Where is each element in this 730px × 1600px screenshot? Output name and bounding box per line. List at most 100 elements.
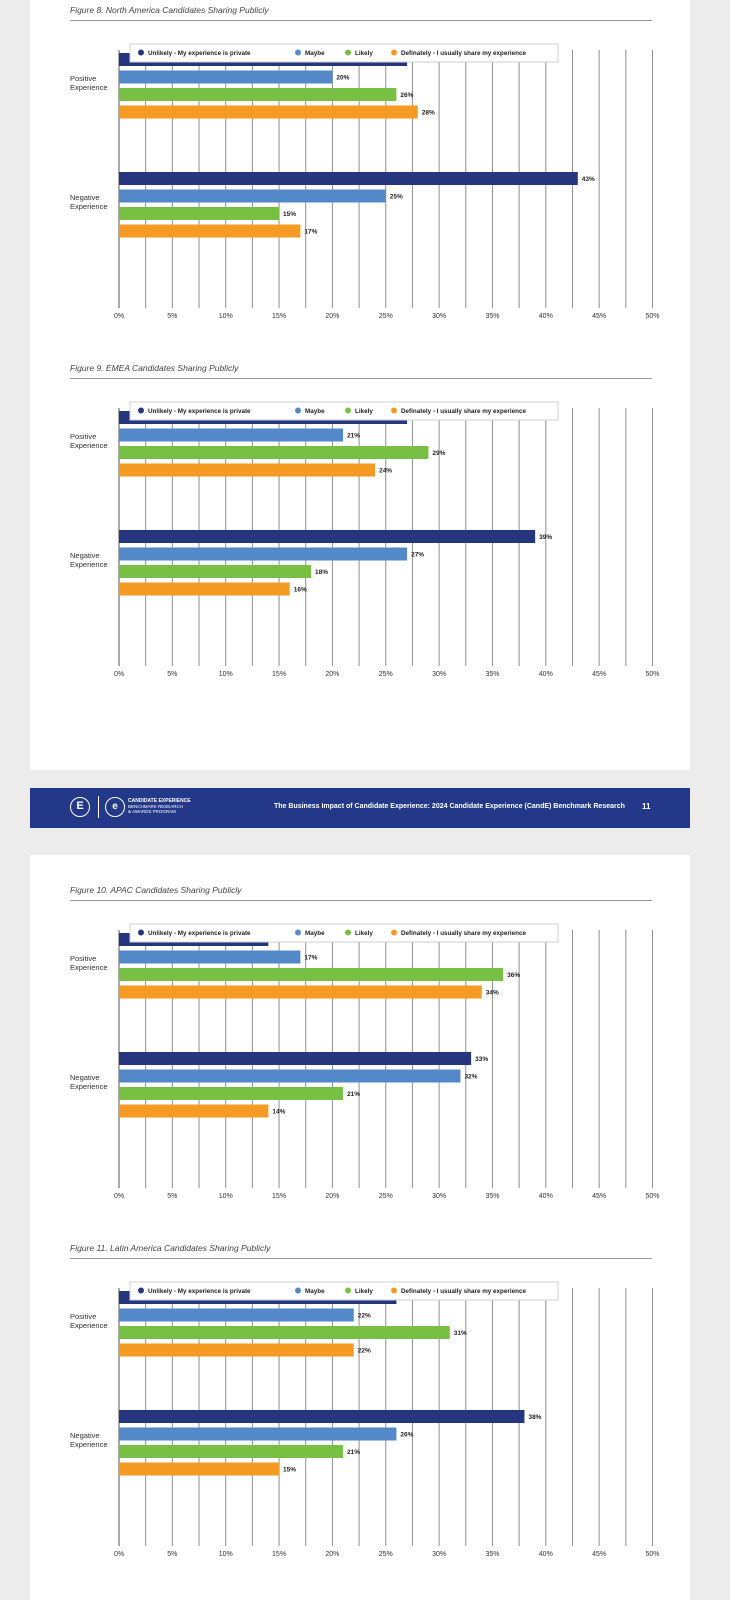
footer-brand: CANDIDATE EXPERIENCE BENCHMARK RESEARCH … bbox=[128, 798, 191, 815]
legend-marker bbox=[138, 407, 144, 414]
bar-negative-0 bbox=[119, 172, 578, 185]
x-tick-label: 15% bbox=[272, 1193, 286, 1200]
bar-positive-3 bbox=[119, 463, 376, 477]
x-tick-label: 25% bbox=[379, 313, 393, 320]
bar-value-label: 20% bbox=[336, 75, 349, 82]
legend-marker bbox=[391, 1287, 397, 1294]
bar-positive-1 bbox=[119, 428, 344, 442]
bar-value-label: 22% bbox=[358, 1348, 371, 1355]
x-tick-label: 25% bbox=[379, 671, 393, 678]
bar-value-label: 21% bbox=[347, 433, 360, 440]
legend-marker bbox=[295, 929, 301, 936]
legend-marker bbox=[345, 929, 351, 936]
bar-positive-2 bbox=[119, 446, 429, 459]
x-tick-label: 0% bbox=[114, 1551, 124, 1558]
bar-negative-2 bbox=[119, 1087, 344, 1100]
x-tick-label: 0% bbox=[114, 1193, 124, 1200]
legend-entry: Likely bbox=[355, 408, 373, 415]
x-tick-label: 45% bbox=[592, 671, 606, 678]
brand-line-1: CANDIDATE EXPERIENCE bbox=[128, 798, 191, 804]
bar-positive-2 bbox=[119, 1326, 450, 1339]
bar-value-label: 26% bbox=[400, 92, 413, 99]
bar-value-label: 29% bbox=[432, 450, 445, 457]
bar-negative-2 bbox=[119, 207, 280, 220]
legend-entry: Maybe bbox=[305, 930, 325, 937]
x-tick-label: 0% bbox=[114, 313, 124, 320]
legend-box bbox=[129, 401, 559, 421]
x-tick-label: 35% bbox=[485, 1193, 499, 1200]
legend-entry: Unlikely - My experience is private bbox=[148, 930, 251, 937]
x-tick-label: 45% bbox=[592, 1551, 606, 1558]
figure-10-chart: 0% 5% 10% 15% 20% 25% 30% 35% 40% 45% 50% 14% 17% 36%… bbox=[70, 923, 660, 1200]
legend-marker bbox=[391, 49, 397, 56]
bar-value-label: 21% bbox=[347, 1091, 360, 1098]
category-label-line1: Negative bbox=[70, 1431, 100, 1440]
x-tick-label: 50% bbox=[645, 671, 659, 678]
legend-marker bbox=[345, 407, 351, 414]
legend-entry: Definately - I usually share my experien… bbox=[401, 1288, 526, 1295]
x-tick-label: 5% bbox=[167, 313, 177, 320]
x-tick-label: 35% bbox=[485, 671, 499, 678]
figure-8-title: Figure 8. North America Candidates Shari… bbox=[70, 5, 269, 15]
figure-8-rule bbox=[70, 20, 652, 21]
legend-entry: Maybe bbox=[305, 1288, 325, 1295]
bar-value-label: 36% bbox=[507, 972, 520, 979]
legend-box bbox=[129, 43, 559, 63]
bar-value-label: 18% bbox=[315, 569, 328, 576]
category-label-line1: Positive bbox=[70, 1312, 96, 1321]
category-label-line1: Positive bbox=[70, 74, 96, 83]
legend-marker bbox=[391, 407, 397, 414]
footer-divider bbox=[98, 796, 99, 818]
x-tick-label: 25% bbox=[379, 1193, 393, 1200]
x-tick-label: 20% bbox=[325, 313, 339, 320]
category-label-line2: Experience bbox=[70, 963, 108, 972]
brand-line-3: & AWARDS PROGRAM bbox=[128, 809, 176, 814]
bar-negative-1 bbox=[119, 1069, 461, 1083]
x-tick-label: 50% bbox=[645, 1193, 659, 1200]
x-tick-label: 15% bbox=[272, 1551, 286, 1558]
bar-value-label: 25% bbox=[390, 194, 403, 201]
x-tick-label: 35% bbox=[485, 313, 499, 320]
x-tick-label: 10% bbox=[219, 313, 233, 320]
bar-value-label: 34% bbox=[486, 990, 499, 997]
x-tick-label: 20% bbox=[325, 1193, 339, 1200]
category-label-line1: Negative bbox=[70, 1073, 100, 1082]
bar-value-label: 14% bbox=[272, 1109, 285, 1116]
legend-entry: Likely bbox=[355, 50, 373, 57]
legend-entry: Unlikely - My experience is private bbox=[148, 1288, 251, 1295]
bar-negative-0 bbox=[119, 1052, 472, 1065]
bar-value-label: 26% bbox=[400, 1432, 413, 1439]
figure-10-title: Figure 10. APAC Candidates Sharing Publi… bbox=[70, 885, 242, 895]
legend-entry: Likely bbox=[355, 930, 373, 937]
x-tick-label: 50% bbox=[645, 313, 659, 320]
legend-marker bbox=[391, 929, 397, 936]
footer-band: E e CANDIDATE EXPERIENCE BENCHMARK RESEA… bbox=[30, 788, 690, 828]
figure-10-rule bbox=[70, 900, 652, 901]
category-label-line2: Experience bbox=[70, 202, 108, 211]
legend-marker bbox=[138, 49, 144, 56]
bar-value-label: 32% bbox=[464, 1074, 477, 1081]
bar-negative-3 bbox=[119, 1462, 280, 1476]
figure-9-rule bbox=[70, 378, 652, 379]
chart-legend: Unlikely - My experience is private Maybe… bbox=[129, 43, 559, 63]
bar-value-label: 28% bbox=[422, 110, 435, 117]
bar-value-label: 31% bbox=[454, 1330, 467, 1337]
x-tick-label: 30% bbox=[432, 313, 446, 320]
category-label-line1: Positive bbox=[70, 432, 96, 441]
x-tick-label: 10% bbox=[219, 671, 233, 678]
x-tick-label: 10% bbox=[219, 1193, 233, 1200]
x-tick-label: 25% bbox=[379, 1551, 393, 1558]
figure-11-title: Figure 11. Latin America Candidates Shar… bbox=[70, 1243, 271, 1253]
legend-box bbox=[129, 923, 559, 943]
bar-value-label: 27% bbox=[411, 552, 424, 559]
x-tick-label: 20% bbox=[325, 1551, 339, 1558]
x-tick-label: 40% bbox=[539, 1193, 553, 1200]
bar-positive-3 bbox=[119, 105, 418, 119]
bar-negative-3 bbox=[119, 1104, 269, 1118]
report-page-bottom: Figure 10. APAC Candidates Sharing Publi… bbox=[30, 855, 690, 1600]
bar-positive-1 bbox=[119, 70, 333, 84]
legend-box bbox=[129, 1281, 559, 1301]
legend-entry: Unlikely - My experience is private bbox=[148, 408, 251, 415]
bar-value-label: 33% bbox=[475, 1056, 488, 1063]
legend-entry: Unlikely - My experience is private bbox=[148, 50, 251, 57]
